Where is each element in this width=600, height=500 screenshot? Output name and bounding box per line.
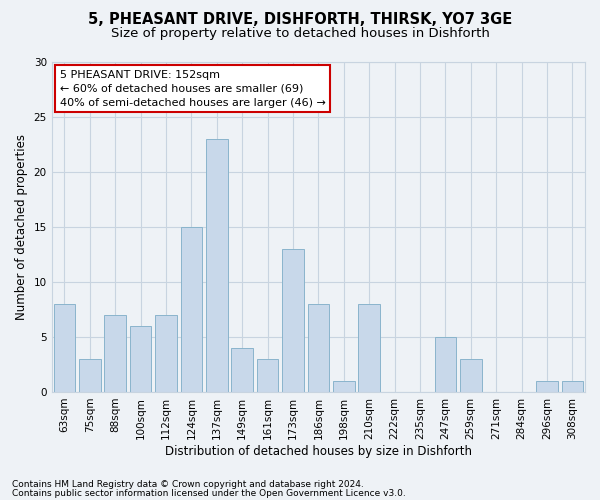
Bar (79, 359, 101, 392)
Bar (130, 326, 151, 392)
Bar (434, 337, 456, 392)
Bar (53, 304, 75, 392)
Bar (536, 381, 557, 392)
Bar (206, 138, 227, 392)
X-axis label: Distribution of detached houses by size in Dishforth: Distribution of detached houses by size … (165, 444, 472, 458)
Bar (308, 304, 329, 392)
Text: Contains HM Land Registry data © Crown copyright and database right 2024.: Contains HM Land Registry data © Crown c… (12, 480, 364, 489)
Bar (358, 304, 380, 392)
Bar (104, 315, 126, 392)
Bar (460, 359, 482, 392)
Text: Size of property relative to detached houses in Dishforth: Size of property relative to detached ho… (110, 28, 490, 40)
Bar (562, 381, 583, 392)
Bar (181, 226, 202, 392)
Text: 5, PHEASANT DRIVE, DISHFORTH, THIRSK, YO7 3GE: 5, PHEASANT DRIVE, DISHFORTH, THIRSK, YO… (88, 12, 512, 28)
Text: 5 PHEASANT DRIVE: 152sqm
← 60% of detached houses are smaller (69)
40% of semi-d: 5 PHEASANT DRIVE: 152sqm ← 60% of detach… (59, 70, 326, 108)
Bar (282, 249, 304, 392)
Bar (232, 348, 253, 392)
Text: Contains public sector information licensed under the Open Government Licence v3: Contains public sector information licen… (12, 488, 406, 498)
Bar (155, 315, 177, 392)
Bar (333, 381, 355, 392)
Bar (257, 359, 278, 392)
Y-axis label: Number of detached properties: Number of detached properties (15, 134, 28, 320)
